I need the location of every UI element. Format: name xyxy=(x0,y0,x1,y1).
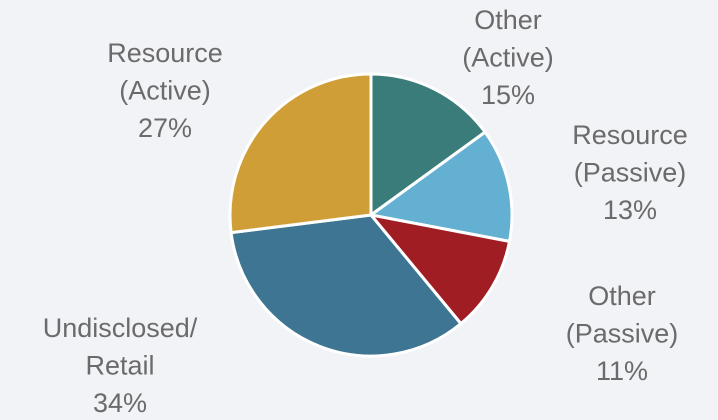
pie-slice xyxy=(369,130,514,243)
slice-label: Resource xyxy=(107,38,223,68)
pie-slice xyxy=(228,72,373,235)
slice-value-label: 15% xyxy=(481,80,535,110)
slice-label: Retail xyxy=(85,351,154,381)
slice-label: Undisclosed/ xyxy=(43,313,198,343)
slice-value-label: 34% xyxy=(93,388,147,418)
slice-label: Resource xyxy=(572,120,688,150)
pie-slice xyxy=(369,72,487,217)
slice-value-label: 11% xyxy=(596,356,648,386)
slice-label: (Passive) xyxy=(574,158,687,188)
slice-label: Other xyxy=(588,281,656,311)
slice-value-label: 13% xyxy=(603,195,657,225)
pie-slice xyxy=(229,213,463,358)
slice-label: Other xyxy=(474,5,542,35)
slice-label: (Active) xyxy=(119,76,211,106)
slice-label: (Active) xyxy=(462,43,554,73)
slice-label: (Passive) xyxy=(566,319,679,349)
slice-value-label: 27% xyxy=(138,113,192,143)
pie-slice xyxy=(369,213,512,326)
